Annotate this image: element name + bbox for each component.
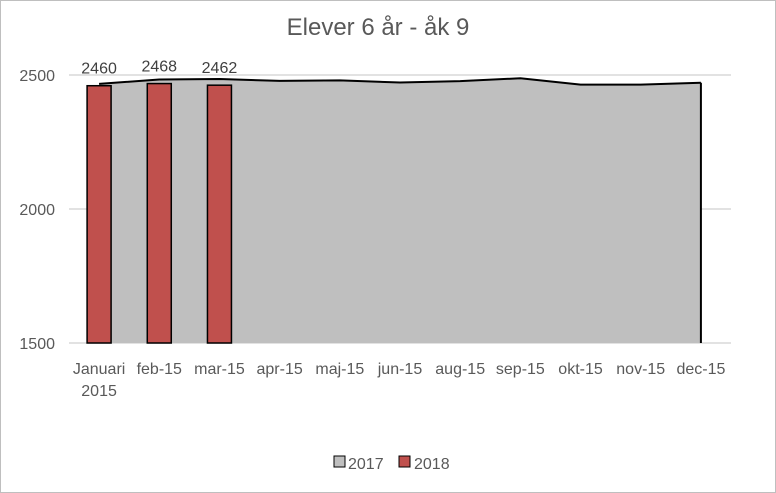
y-tick-label: 2000: [19, 202, 55, 219]
area-2017: [99, 78, 701, 343]
x-tick-label: sep-15: [496, 361, 545, 378]
data-label: 2462: [202, 60, 238, 77]
x-tick-label: mar-15: [194, 361, 245, 378]
bar-2018: [86, 84, 112, 344]
x-axis-tick-labels: Januari 2015 feb-15 mar-15 apr-15 maj-15 jun-1…: [73, 361, 726, 400]
x-tick-label: okt-15: [558, 361, 603, 378]
area-2017-outline: [99, 77, 701, 86]
x-tick-label: jun-15: [377, 361, 423, 378]
y-tick-label: 2500: [19, 68, 55, 85]
bar-2018: [206, 84, 233, 344]
x-tick-label: dec-15: [676, 361, 725, 378]
chart-title: Elever 6 år - åk 9: [287, 14, 470, 41]
y-tick-label: 1500: [19, 336, 55, 353]
x-tick-label: aug-15: [435, 361, 485, 378]
legend-swatch-2018: [398, 455, 411, 468]
y-axis-tick-labels: 1500 2000 2500: [19, 68, 55, 353]
data-labels: 2460 2468 2462: [81, 59, 237, 78]
legend-label: 2018: [414, 456, 450, 473]
bar-series-layer: [86, 82, 233, 344]
x-tick-label: Januari: [73, 361, 125, 378]
x-tick-label: 2015: [81, 383, 117, 400]
x-tick-label: nov-15: [616, 361, 665, 378]
data-label: 2468: [141, 59, 177, 76]
x-tick-label: feb-15: [137, 361, 182, 378]
x-tick-label: maj-15: [315, 361, 364, 378]
legend: 2017 2018: [333, 455, 450, 473]
legend-label: 2017: [348, 456, 384, 473]
bar-2018: [146, 82, 173, 344]
legend-swatch-2017: [333, 455, 346, 468]
x-tick-label: apr-15: [257, 361, 303, 378]
data-label: 2460: [81, 61, 117, 78]
area-series-layer: [99, 77, 702, 343]
